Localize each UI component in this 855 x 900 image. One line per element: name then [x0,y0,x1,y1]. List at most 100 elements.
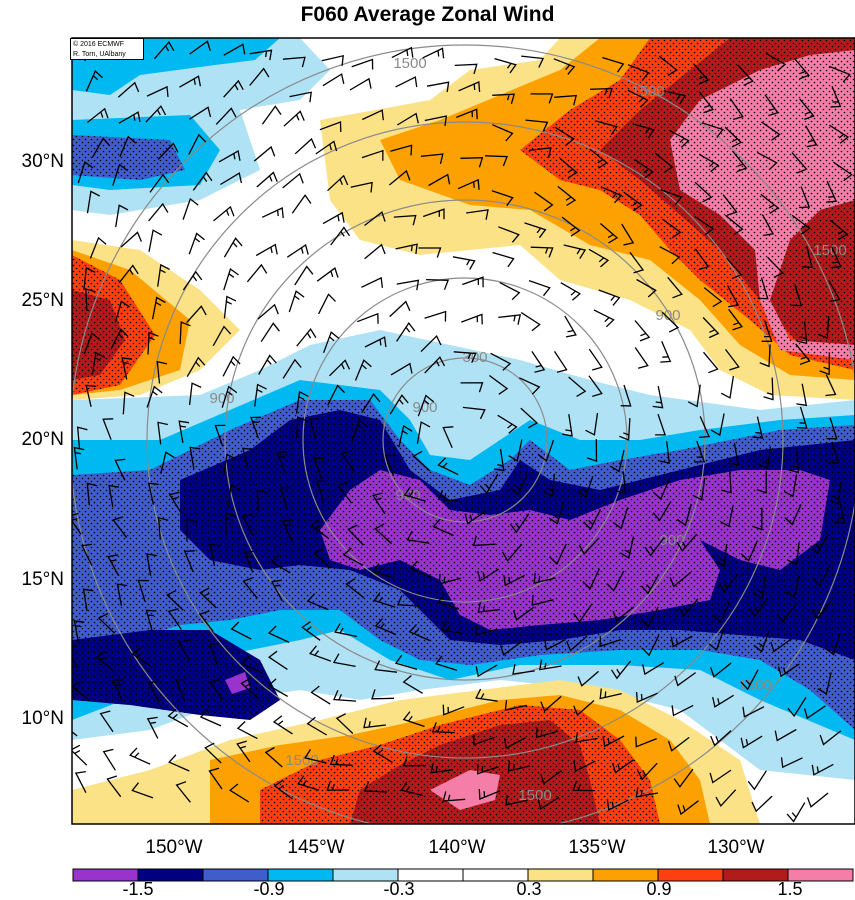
wind-barb [384,454,396,477]
wind-barb [236,721,258,740]
wind-barb [586,439,598,463]
wind-barb [498,226,520,243]
wind-barb [332,653,356,668]
wind-barb [557,185,577,207]
wind-barb [753,630,770,653]
wind-barb [254,383,267,407]
wind-barb [116,583,128,606]
wind-barb [462,406,486,420]
range-ring-label: 1500 [393,55,426,72]
wind-barb [519,377,541,395]
wind-barb [793,58,810,80]
wind-barb [209,678,224,701]
wind-barb [223,295,237,319]
wind-barb [477,763,499,775]
wind-barb [612,507,629,530]
wind-barb [356,312,379,324]
credit-line: R. Torn, UAlbany [73,51,126,58]
range-ring-1500 [72,44,855,824]
wind-barb [250,416,262,439]
wind-barb [183,550,195,573]
range-ring-label: 1500 [518,787,551,804]
wind-barb [642,662,665,676]
wind-barb [119,135,137,158]
wind-barb [400,781,423,797]
wind-barb [329,754,353,766]
wind-barb [830,246,842,269]
range-ring-label: 900 [412,399,437,416]
wind-barb [223,237,243,258]
wind-barb [389,300,411,318]
wind-barb [753,575,766,599]
wind-barb [156,360,168,384]
wind-barb [131,782,154,799]
wind-barb [335,713,354,734]
wind-barb [157,142,179,160]
wind-barb [417,394,435,417]
wind-barb [402,756,426,767]
wind-barb [791,284,803,307]
wind-barb [117,81,140,98]
wind-barb [599,636,622,648]
wind-barb [86,107,109,124]
wind-barb [283,110,305,127]
wind-barb [491,190,514,207]
wind-barb [182,197,199,220]
wind-barb [640,606,659,628]
wind-barb [549,543,567,566]
wind-barb [306,716,328,736]
wind-barb [110,328,129,350]
wind-barb [728,442,740,466]
wind-barb [477,568,500,582]
wind-barb [442,426,454,449]
wind-barb [261,105,282,125]
wind-barb [342,547,364,566]
wind-barb [479,473,499,495]
wind-barb [619,418,631,441]
wind-barb [472,535,496,547]
wind-barb [222,453,237,477]
wind-barb [544,638,567,651]
wind-barb [112,516,128,538]
wind-barb [623,191,643,212]
wind-barb [627,89,649,108]
wind-barb [805,125,818,148]
wind-barb [758,446,772,470]
wind-barb [424,356,446,374]
wind-barb [316,480,328,503]
wind-barb [577,476,594,499]
wind-barb [86,190,101,214]
wind-barb [497,414,518,434]
wind-barb [533,572,556,584]
wind-barb [424,310,447,322]
wind-barb [395,243,418,255]
range-ring-label: 900 [659,532,684,549]
wind-barb [438,573,461,585]
lat-label: 10°N [22,708,64,729]
wind-barb [640,573,660,595]
wind-barb [535,727,558,739]
wind-barb [77,160,94,184]
wind-barb [678,598,699,617]
wind-barb [223,43,246,56]
wind-barb [326,780,350,791]
range-rings [72,44,855,824]
wind-barb [659,441,671,464]
wind-barb [364,243,386,260]
wind-barb [146,85,169,97]
wind-barb [361,392,381,413]
wind-barb [493,448,505,472]
wind-barb [310,685,331,705]
range-ring-labels: 3009009009009009001500150015001500150015… [209,55,846,804]
wind-barb [661,311,680,333]
wind-barb [228,783,250,803]
wind-barb [829,219,849,240]
wind-barb [577,670,599,687]
wind-barb [267,625,290,643]
wind-barb [694,248,710,271]
wind-barb [396,112,419,126]
wind-barb [363,781,387,793]
wind-barb [756,470,767,494]
wind-barb [826,180,838,203]
wind-barb [826,417,838,440]
